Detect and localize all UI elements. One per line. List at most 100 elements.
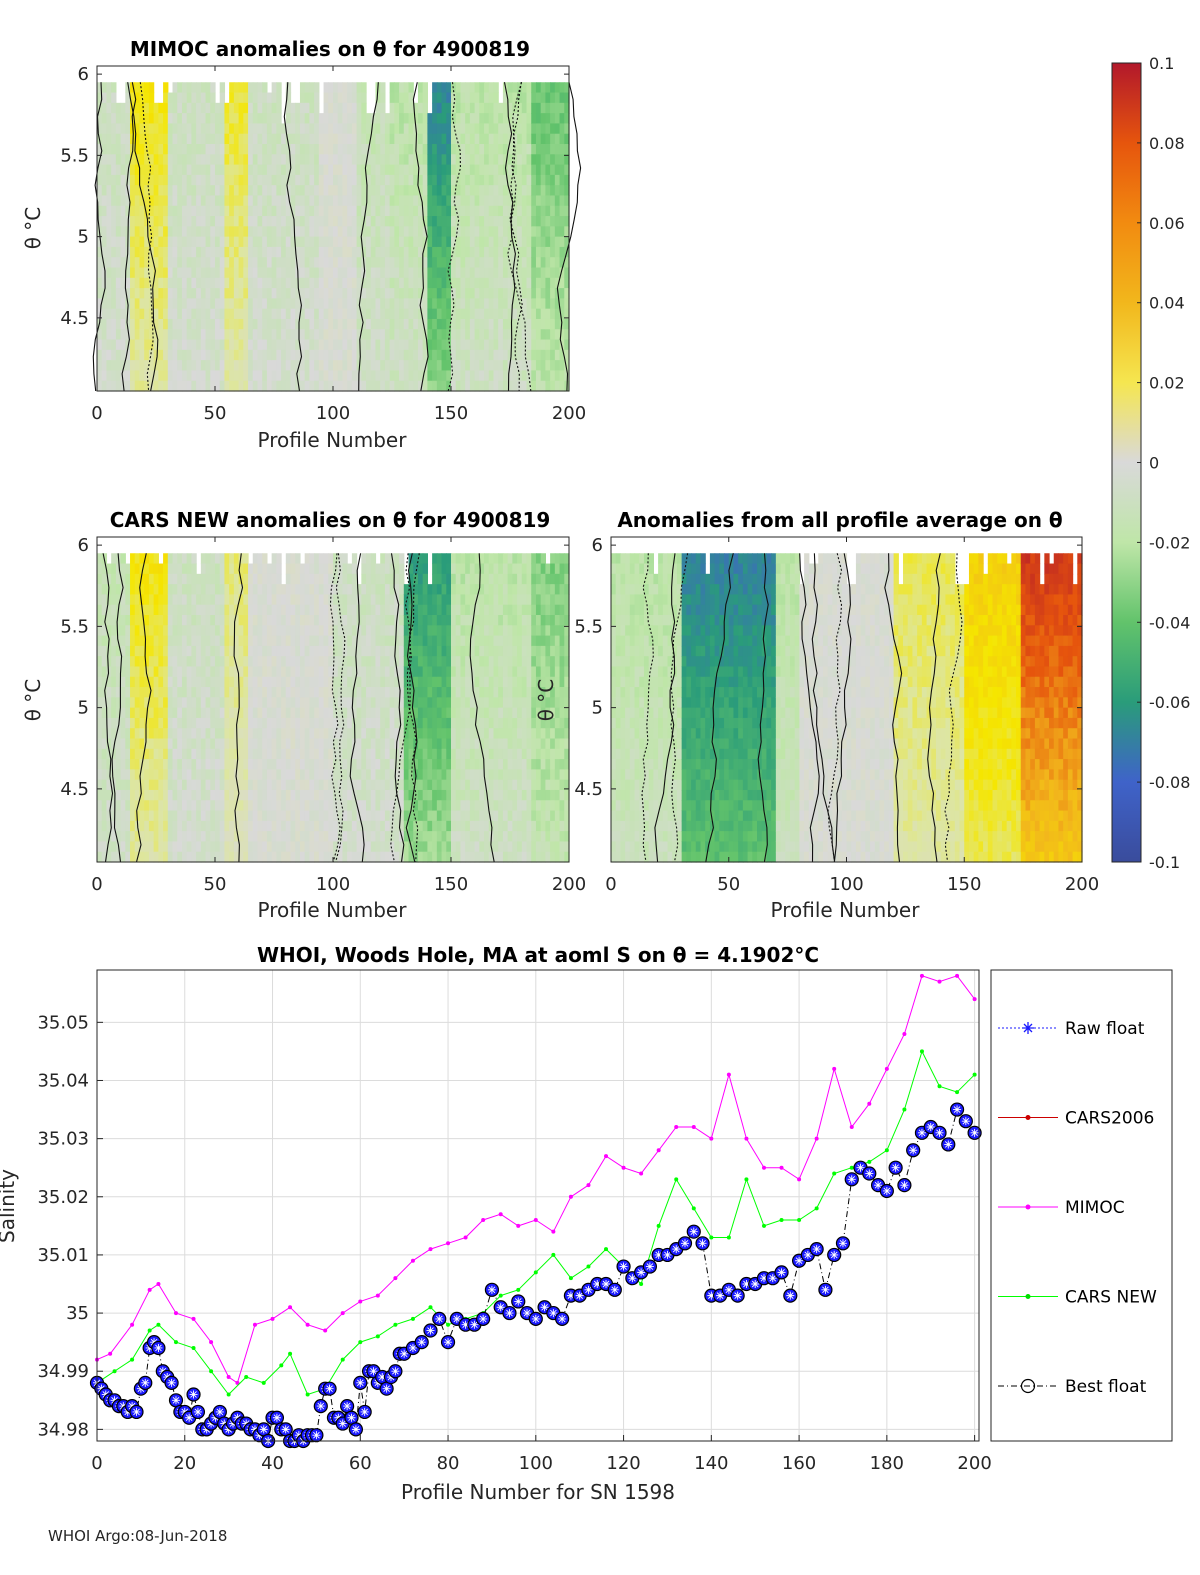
heatmap-cell [229, 666, 235, 678]
heatmap-cell [417, 329, 424, 341]
heatmap-cell [559, 288, 565, 299]
heatmap-cell [484, 154, 490, 166]
heatmap-cell [403, 174, 410, 186]
heatmap-cell [323, 666, 329, 678]
heatmap-cell [507, 246, 513, 258]
heatmap-cell [545, 82, 551, 94]
heatmap-cell [333, 123, 339, 135]
heatmap-cell [488, 174, 495, 186]
heatmap-cell [299, 216, 306, 227]
heatmap-cell [210, 123, 216, 135]
heatmap-cell [304, 144, 310, 155]
heatmap-cell [281, 851, 287, 863]
heatmap-cell [460, 216, 466, 227]
heatmap-cell [285, 236, 292, 248]
heatmap-cell [535, 113, 542, 125]
heatmap-cell [248, 841, 254, 853]
heatmap-cell [200, 277, 207, 289]
heatmap-cell [271, 635, 277, 647]
heatmap-cell [196, 656, 202, 668]
heatmap-cell [323, 92, 329, 104]
heatmap-cell [191, 92, 197, 104]
heatmap-cell [200, 707, 207, 719]
heatmap-cell [181, 748, 188, 760]
heatmap-cell [361, 113, 367, 125]
heatmap-cell [200, 246, 207, 258]
heatmap-cell [531, 205, 537, 217]
heatmap-cell [465, 133, 471, 145]
heatmap-cell [366, 277, 372, 289]
heatmap-cell [101, 748, 108, 760]
heatmap-cell [210, 645, 216, 657]
heatmap-cell [309, 380, 315, 392]
heatmap-cell [139, 717, 145, 729]
heatmap-cell [219, 645, 226, 657]
heatmap-cell [314, 759, 320, 770]
heatmap-cell [427, 144, 433, 155]
heatmap-cell [498, 349, 504, 361]
heatmap-cell [148, 800, 155, 812]
heatmap-cell [248, 789, 254, 801]
heatmap-cell [337, 584, 344, 596]
heatmap-cell [224, 349, 230, 361]
heatmap-cell [399, 102, 405, 114]
heatmap-cell [347, 800, 353, 812]
heatmap-cell [465, 164, 471, 176]
heatmap-cell [337, 676, 344, 688]
heatmap-cell [517, 288, 523, 299]
heatmap-cell [153, 174, 159, 186]
heatmap-cell [125, 810, 131, 822]
heatmap-cell [389, 246, 395, 258]
heatmap-cell [215, 594, 221, 606]
heatmap-cell [215, 717, 221, 729]
heatmap-cell [238, 707, 244, 719]
heatmap-cell [153, 707, 159, 719]
heatmap-cell [323, 717, 329, 729]
heatmap-cell [229, 288, 235, 299]
heatmap-cell [323, 277, 329, 289]
heatmap-cell [252, 800, 259, 812]
heatmap-cell [115, 195, 122, 207]
heatmap-cell [370, 288, 377, 299]
heatmap-cell [181, 584, 188, 596]
heatmap-cell [106, 625, 112, 637]
heatmap-cell [460, 349, 466, 361]
heatmap-cell [281, 164, 287, 176]
heatmap-cell [436, 246, 443, 258]
heatmap-cell [125, 615, 131, 626]
heatmap-cell [465, 123, 471, 135]
heatmap-cell [181, 216, 188, 227]
heatmap-cell [210, 308, 216, 320]
heatmap-cell [517, 226, 523, 238]
heatmap-cell [271, 645, 277, 657]
heatmap-cell [144, 779, 150, 791]
heatmap-cell [186, 851, 192, 863]
heatmap-cell [163, 553, 169, 565]
heatmap-cell [243, 370, 249, 382]
heatmap-cell [351, 318, 358, 330]
heatmap-cell [271, 154, 277, 166]
heatmap-cell [380, 174, 386, 186]
heatmap-cell [252, 308, 259, 320]
heatmap-cell [531, 174, 537, 186]
heatmap-cell [384, 831, 391, 843]
heatmap-cell [101, 298, 108, 310]
heatmap-cell [139, 697, 145, 709]
heatmap-cell [559, 226, 565, 238]
heatmap-cell [233, 298, 240, 310]
heatmap-cell [488, 298, 495, 310]
heatmap-cell [564, 288, 570, 299]
heatmap-cell [333, 329, 339, 341]
heatmap-cell [153, 133, 159, 145]
heatmap-cell [125, 329, 131, 341]
heatmap-cell [531, 185, 537, 197]
heatmap-cell [451, 277, 457, 289]
heatmap-cell [130, 226, 136, 238]
heatmap-cell [342, 288, 348, 299]
heatmap-cell [153, 349, 159, 361]
heatmap-cell [153, 789, 159, 801]
heatmap-cell [248, 205, 254, 217]
heatmap-cell [460, 339, 466, 351]
heatmap-cell [361, 360, 367, 372]
heatmap-cell [172, 298, 178, 310]
